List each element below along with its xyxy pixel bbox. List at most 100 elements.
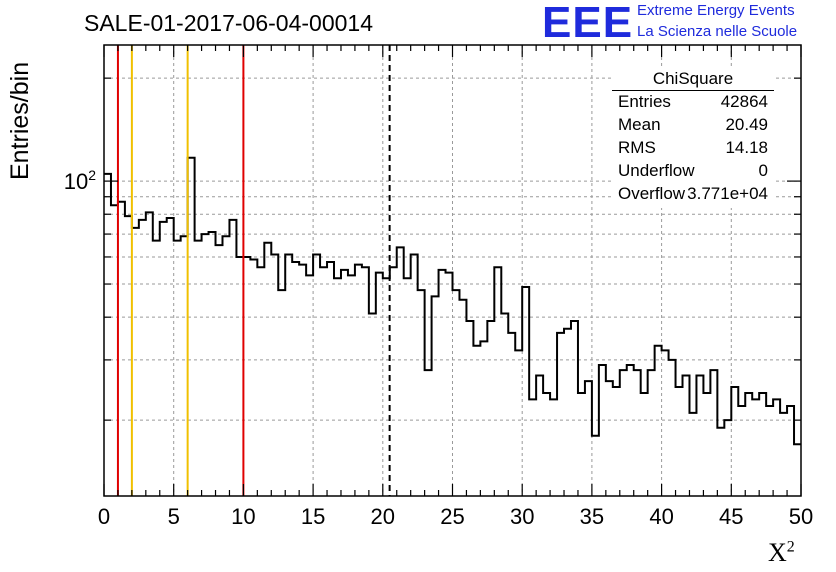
histogram-bin: [648, 370, 655, 496]
histogram: [104, 156, 801, 496]
histogram-bin: [550, 399, 557, 496]
stats-header: ChiSquare: [612, 68, 774, 91]
histogram-bin: [313, 255, 320, 496]
histogram-bin: [710, 370, 717, 496]
histogram-bin: [376, 273, 383, 496]
stats-row: Overflow 3.771e+04: [618, 184, 768, 206]
histogram-bin: [425, 370, 432, 496]
histogram-bin: [453, 290, 460, 496]
x-tick-label: 45: [719, 504, 743, 529]
histogram-bin: [355, 265, 362, 496]
logo-line-1: Extreme Energy Events: [637, 2, 795, 19]
x-tick-label: 20: [371, 504, 395, 529]
stats-key: Entries: [618, 92, 671, 111]
histogram-bin: [278, 290, 285, 496]
histogram-bin: [724, 420, 731, 496]
histogram-bin: [578, 393, 585, 496]
histogram-bin: [536, 376, 543, 496]
histogram-bin: [473, 346, 480, 496]
histogram-bin: [696, 376, 703, 496]
histogram-bin: [745, 393, 752, 496]
y-tick-label: 102: [64, 167, 96, 194]
stats-value: 42864: [720, 92, 768, 111]
x-tick-label: 25: [440, 504, 464, 529]
x-axis-label: X2: [768, 538, 795, 567]
histogram-bin: [662, 350, 669, 496]
stats-key: RMS: [618, 138, 656, 157]
x-tick-label: 50: [789, 504, 813, 529]
x-tick-label: 5: [168, 504, 180, 529]
histogram-bin: [285, 255, 292, 496]
histogram-bin: [432, 296, 439, 496]
stats-value: 14.18: [725, 138, 768, 157]
stats-row: Underflow 0: [618, 161, 768, 183]
histogram-bin: [627, 365, 634, 496]
histogram-bin: [592, 436, 599, 496]
histogram-bin: [543, 393, 550, 496]
histogram-bin: [341, 270, 348, 496]
histogram-bin: [411, 255, 418, 496]
histogram-bin: [794, 444, 801, 496]
histogram-bin: [655, 346, 662, 496]
histogram-bin: [348, 275, 355, 496]
axes: 0 5 10 15 20 25 30 35 40 45 50 102: [64, 44, 813, 529]
histogram-bin: [585, 381, 592, 496]
histogram-bin: [446, 273, 453, 496]
histogram-bin: [738, 406, 745, 496]
histogram-bin: [104, 174, 111, 496]
histogram-bin: [508, 333, 515, 496]
histogram-bin: [418, 290, 425, 496]
histogram-bin: [132, 228, 139, 496]
histogram-bin: [202, 234, 209, 496]
histogram-bin: [369, 314, 376, 496]
histogram-bin: [759, 393, 766, 496]
histogram-bin: [529, 399, 536, 496]
histogram-bin: [195, 241, 202, 496]
histogram-bin: [146, 212, 153, 496]
histogram-bin: [501, 314, 508, 496]
histogram-bin: [250, 259, 257, 496]
histogram-bin: [515, 350, 522, 496]
histogram-bin: [334, 278, 341, 496]
x-tick-label: 30: [510, 504, 534, 529]
stats-row: RMS 14.18: [618, 138, 768, 160]
x-tick-label: 0: [98, 504, 110, 529]
histogram-bin: [731, 387, 738, 496]
chart-title: SALE-01-2017-06-04-00014: [84, 10, 373, 36]
stats-key: Overflow: [618, 184, 686, 203]
histogram-bin: [752, 399, 759, 496]
histogram-bin: [606, 381, 613, 496]
x-tick-label: 15: [301, 504, 325, 529]
histogram-bin: [320, 267, 327, 496]
histogram-bin: [118, 202, 125, 496]
histogram-bin: [153, 241, 160, 496]
histogram-bin: [139, 220, 146, 496]
histogram-bin: [222, 236, 229, 496]
histogram-bin: [362, 267, 369, 496]
x-tick-label: 40: [649, 504, 673, 529]
histogram-bin: [306, 275, 313, 496]
stats-value: 3.771e+04: [687, 184, 768, 203]
histogram-bin: [397, 247, 404, 496]
histogram-bin: [599, 365, 606, 496]
histogram-bin: [459, 300, 466, 496]
histogram-bin: [703, 393, 710, 496]
histogram-bin: [125, 216, 132, 496]
histogram-bin: [669, 360, 676, 496]
histogram-bin: [390, 267, 397, 496]
histogram-bin: [717, 428, 724, 496]
histogram-bin: [641, 393, 648, 496]
histogram-bin: [404, 278, 411, 496]
stats-row: Mean 20.49: [618, 115, 768, 137]
stats-value: 0: [758, 161, 768, 180]
histogram-bin: [243, 257, 250, 496]
histogram-bin: [181, 236, 188, 496]
histogram-bin: [299, 265, 306, 496]
logo-line-2: La Scienza nelle Scuole: [637, 23, 798, 40]
histogram-bin: [209, 232, 216, 496]
histogram-bin: [167, 218, 174, 496]
histogram-bin: [236, 257, 243, 496]
x-tick-label: 35: [580, 504, 604, 529]
eee-logo: EEE: [542, 0, 634, 47]
histogram-bin: [613, 387, 620, 496]
